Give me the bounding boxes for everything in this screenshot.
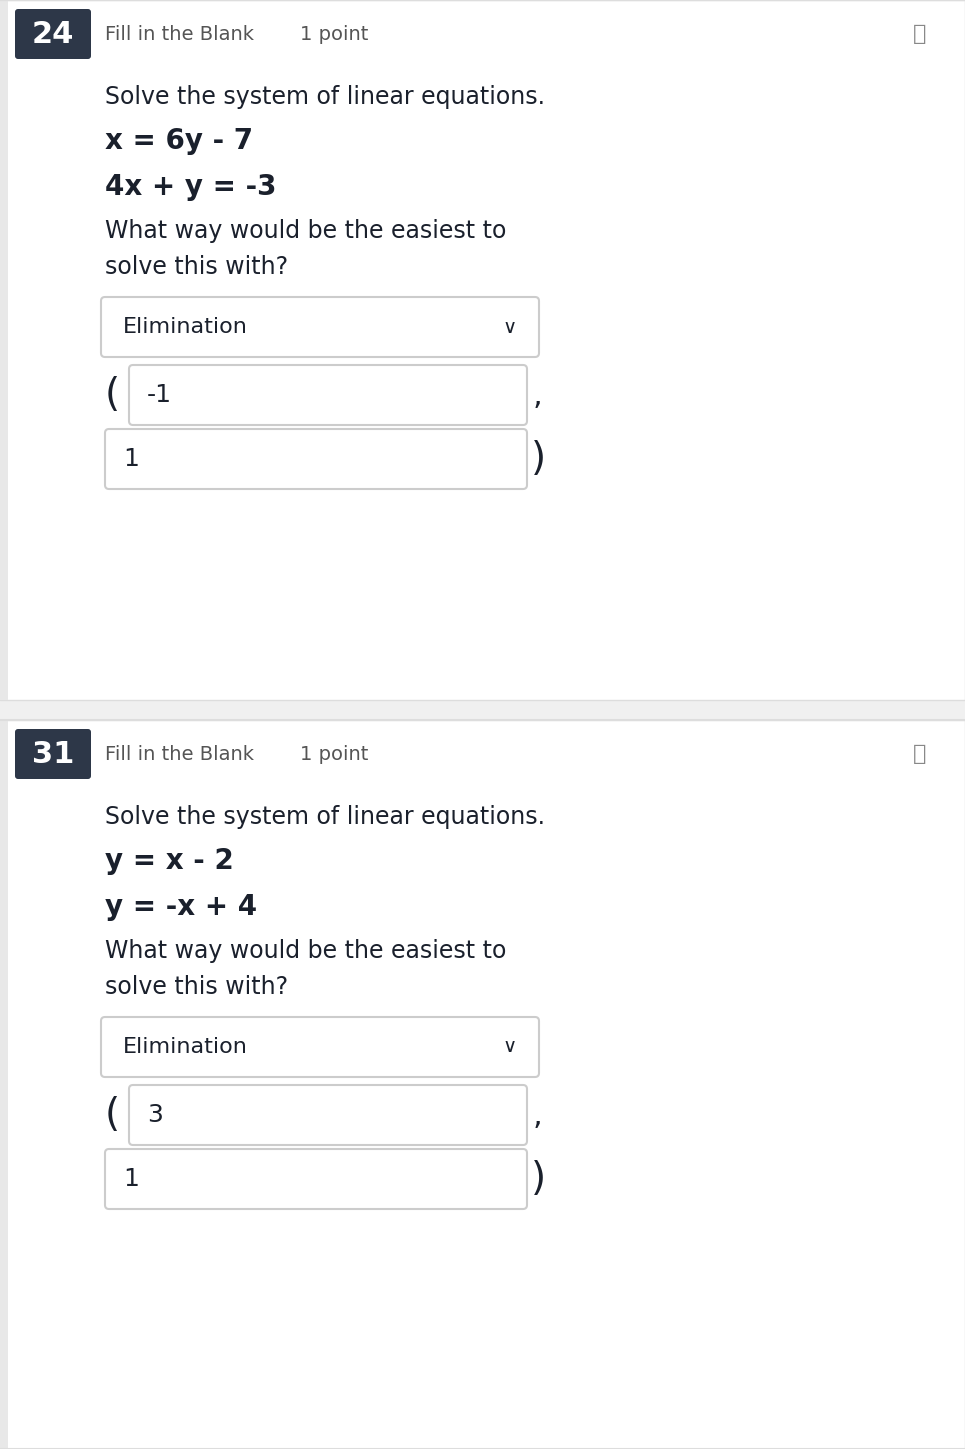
Text: ): ): [531, 1161, 546, 1198]
FancyBboxPatch shape: [105, 1149, 527, 1208]
Text: ): ): [531, 440, 546, 478]
Text: y = -x + 4: y = -x + 4: [105, 893, 257, 922]
Text: Elimination: Elimination: [123, 1037, 248, 1056]
FancyBboxPatch shape: [101, 297, 539, 356]
Text: 24: 24: [32, 19, 74, 48]
FancyBboxPatch shape: [129, 365, 527, 425]
FancyBboxPatch shape: [101, 1017, 539, 1077]
Text: 1 point: 1 point: [300, 25, 369, 43]
Text: x = 6y - 7: x = 6y - 7: [105, 128, 253, 155]
Text: 3: 3: [147, 1103, 163, 1127]
Text: What way would be the easiest to: What way would be the easiest to: [105, 219, 507, 243]
Text: solve this with?: solve this with?: [105, 255, 289, 280]
Text: -1: -1: [147, 383, 172, 407]
Text: 1: 1: [123, 446, 139, 471]
Text: Elimination: Elimination: [123, 317, 248, 338]
FancyBboxPatch shape: [129, 1085, 527, 1145]
Text: ∨: ∨: [503, 1037, 517, 1056]
FancyBboxPatch shape: [0, 720, 965, 1449]
Text: 31: 31: [32, 739, 74, 768]
Text: y = x - 2: y = x - 2: [105, 848, 234, 875]
Text: (: (: [105, 1095, 120, 1135]
Text: 1: 1: [123, 1166, 139, 1191]
FancyBboxPatch shape: [15, 9, 91, 59]
Text: 1 point: 1 point: [300, 745, 369, 764]
Text: (: (: [105, 375, 120, 414]
FancyBboxPatch shape: [0, 0, 965, 700]
Text: ∨: ∨: [503, 317, 517, 336]
FancyBboxPatch shape: [0, 720, 8, 1449]
Text: Solve the system of linear equations.: Solve the system of linear equations.: [105, 85, 545, 109]
Text: 📌: 📌: [913, 25, 926, 43]
Text: 4x + y = -3: 4x + y = -3: [105, 172, 277, 201]
Text: Solve the system of linear equations.: Solve the system of linear equations.: [105, 806, 545, 829]
Text: solve this with?: solve this with?: [105, 975, 289, 998]
Text: ,: ,: [533, 381, 542, 410]
Text: 📌: 📌: [913, 743, 926, 764]
FancyBboxPatch shape: [105, 429, 527, 488]
Text: Fill in the Blank: Fill in the Blank: [105, 745, 254, 764]
Text: What way would be the easiest to: What way would be the easiest to: [105, 939, 507, 964]
FancyBboxPatch shape: [0, 0, 8, 700]
FancyBboxPatch shape: [15, 729, 91, 780]
Text: ,: ,: [533, 1100, 542, 1130]
Text: Fill in the Blank: Fill in the Blank: [105, 25, 254, 43]
